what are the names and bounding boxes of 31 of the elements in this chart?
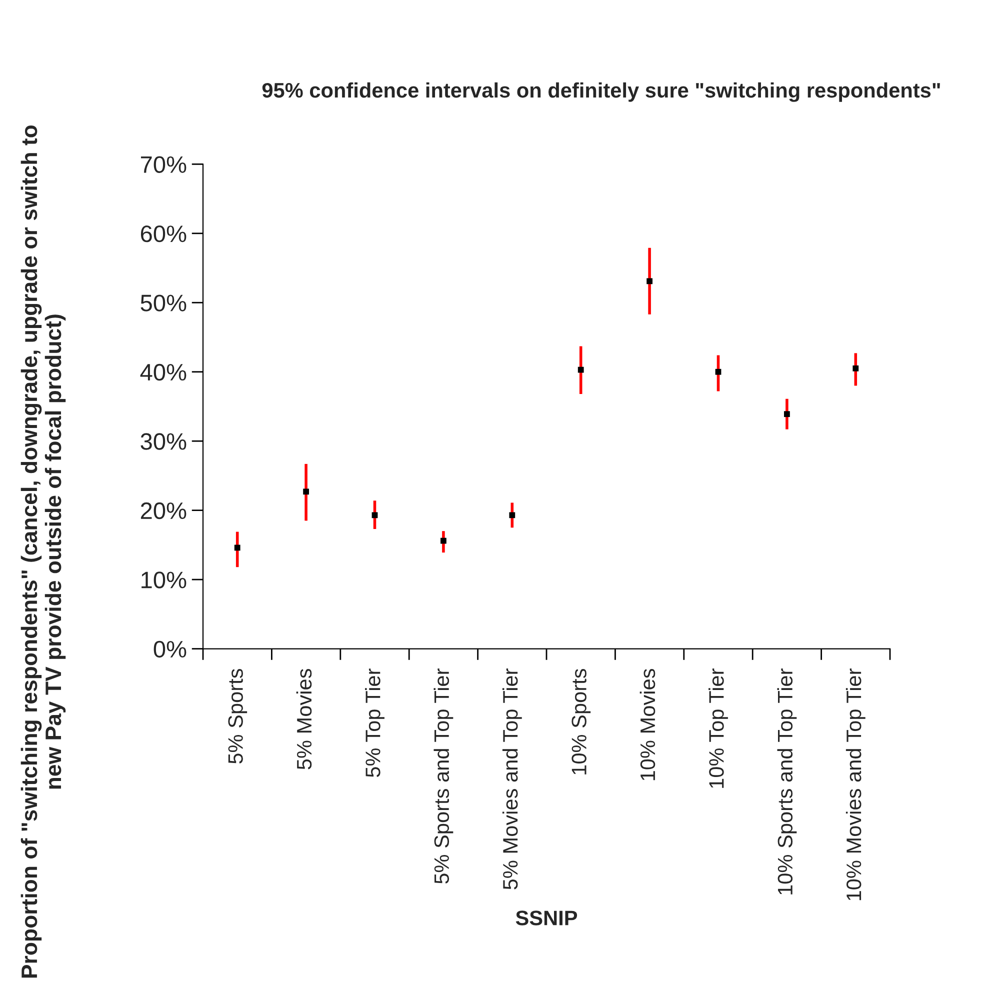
x-tick-label: 10% Top Tier [708,668,728,788]
x-tick-label: 10% Sports and Top Tier [777,668,797,894]
point [440,538,446,544]
x-tick-label: 5% Sports and Top Tier [434,668,454,884]
point [372,512,378,518]
point [578,366,584,373]
x-tick-label: 10% Sports [572,668,591,774]
x-tick-label: 5% Movies and Top Tier [502,668,522,890]
x-tick-label: 5% Movies [296,668,312,770]
x-tick-label: 10% Movies and Top Tier [846,668,866,900]
point [852,365,859,372]
point [509,512,516,518]
y-axis-title: Proportion of "switching respondents" (cancel, downgrade, upgrade or switch to new Pay TV provide outside of focal product) [20,125,66,978]
y-tick-label: 20% [140,502,186,520]
y-tick-label: 40% [140,364,186,381]
x-tick-label: 10% Movies [640,668,656,780]
point [303,488,309,495]
y-tick-label: 70% [140,156,186,173]
y-tick-label: 10% [142,572,186,588]
point [784,411,790,418]
y-tick-label: 60% [140,225,186,242]
chart-title: 95% confidence intervals on definitely sure "switching respondents" [262,82,940,102]
y-tick-label: 50% [140,294,186,312]
x-tick-label: 5% Top Tier [365,668,384,778]
x-axis-title: SSNIP [516,910,578,926]
y-tick-label: 0% [154,640,186,658]
x-tick-label: 5% Sports [228,668,248,764]
point [646,278,652,284]
point [715,368,722,375]
point [234,544,240,551]
y-tick-label: 30% [140,433,186,450]
